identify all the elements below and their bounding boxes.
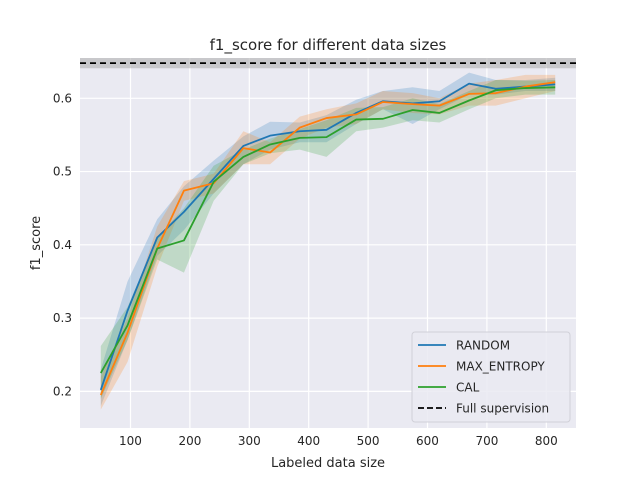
chart-title: f1_score for different data sizes	[210, 36, 447, 55]
legend-label: Full supervision	[456, 402, 549, 416]
x-tick-label: 100	[119, 434, 142, 448]
x-axis-label: Labeled data size	[271, 456, 385, 471]
confidence-band-0	[100, 72, 556, 407]
x-tick-label: 300	[238, 434, 261, 448]
legend-box	[411, 331, 571, 423]
full-supervision-band	[80, 58, 576, 69]
x-tick-label: 700	[475, 434, 498, 448]
legend-label: MAX_ENTROPY	[456, 360, 545, 374]
series-line-0	[99, 82, 556, 391]
series-line-1	[99, 81, 556, 396]
x-tick-label: 400	[297, 434, 320, 448]
legend-label: CAL	[456, 381, 480, 395]
legend: RANDOM MAX_ENTROPY CAL Full supervision	[411, 331, 571, 423]
y-axis-label: f1_score	[29, 216, 44, 270]
series-line-2	[100, 86, 556, 374]
legend-label: RANDOM	[456, 339, 510, 353]
x-tick-label: 500	[357, 434, 380, 448]
confidence-bands	[80, 58, 576, 410]
y-tick-label: 0.6	[53, 91, 72, 105]
x-tick-label: 600	[416, 434, 439, 448]
confidence-band-2	[100, 79, 556, 399]
y-axis-ticks: 0.2 0.3 0.4 0.5 0.6	[53, 91, 72, 398]
y-tick-label: 0.3	[53, 311, 72, 325]
x-axis-ticks: 100 200 300 400 500 600 700 800	[119, 434, 558, 448]
y-tick-label: 0.4	[53, 238, 72, 252]
y-tick-label: 0.5	[53, 165, 72, 179]
series-lines	[80, 62, 576, 396]
y-tick-label: 0.2	[53, 384, 72, 398]
x-tick-label: 200	[178, 434, 201, 448]
x-tick-label: 800	[535, 434, 558, 448]
